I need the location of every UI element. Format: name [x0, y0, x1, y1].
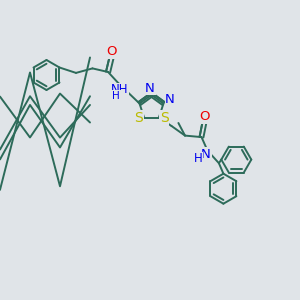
- Text: O: O: [199, 110, 210, 123]
- Text: NH: NH: [111, 83, 129, 97]
- Text: N: N: [165, 92, 175, 106]
- Text: S: S: [134, 111, 143, 125]
- Text: H: H: [112, 91, 120, 101]
- Text: O: O: [106, 45, 117, 58]
- Text: N: N: [145, 82, 155, 95]
- Text: S: S: [160, 111, 169, 125]
- Text: H: H: [194, 152, 203, 166]
- Text: N: N: [201, 148, 211, 161]
